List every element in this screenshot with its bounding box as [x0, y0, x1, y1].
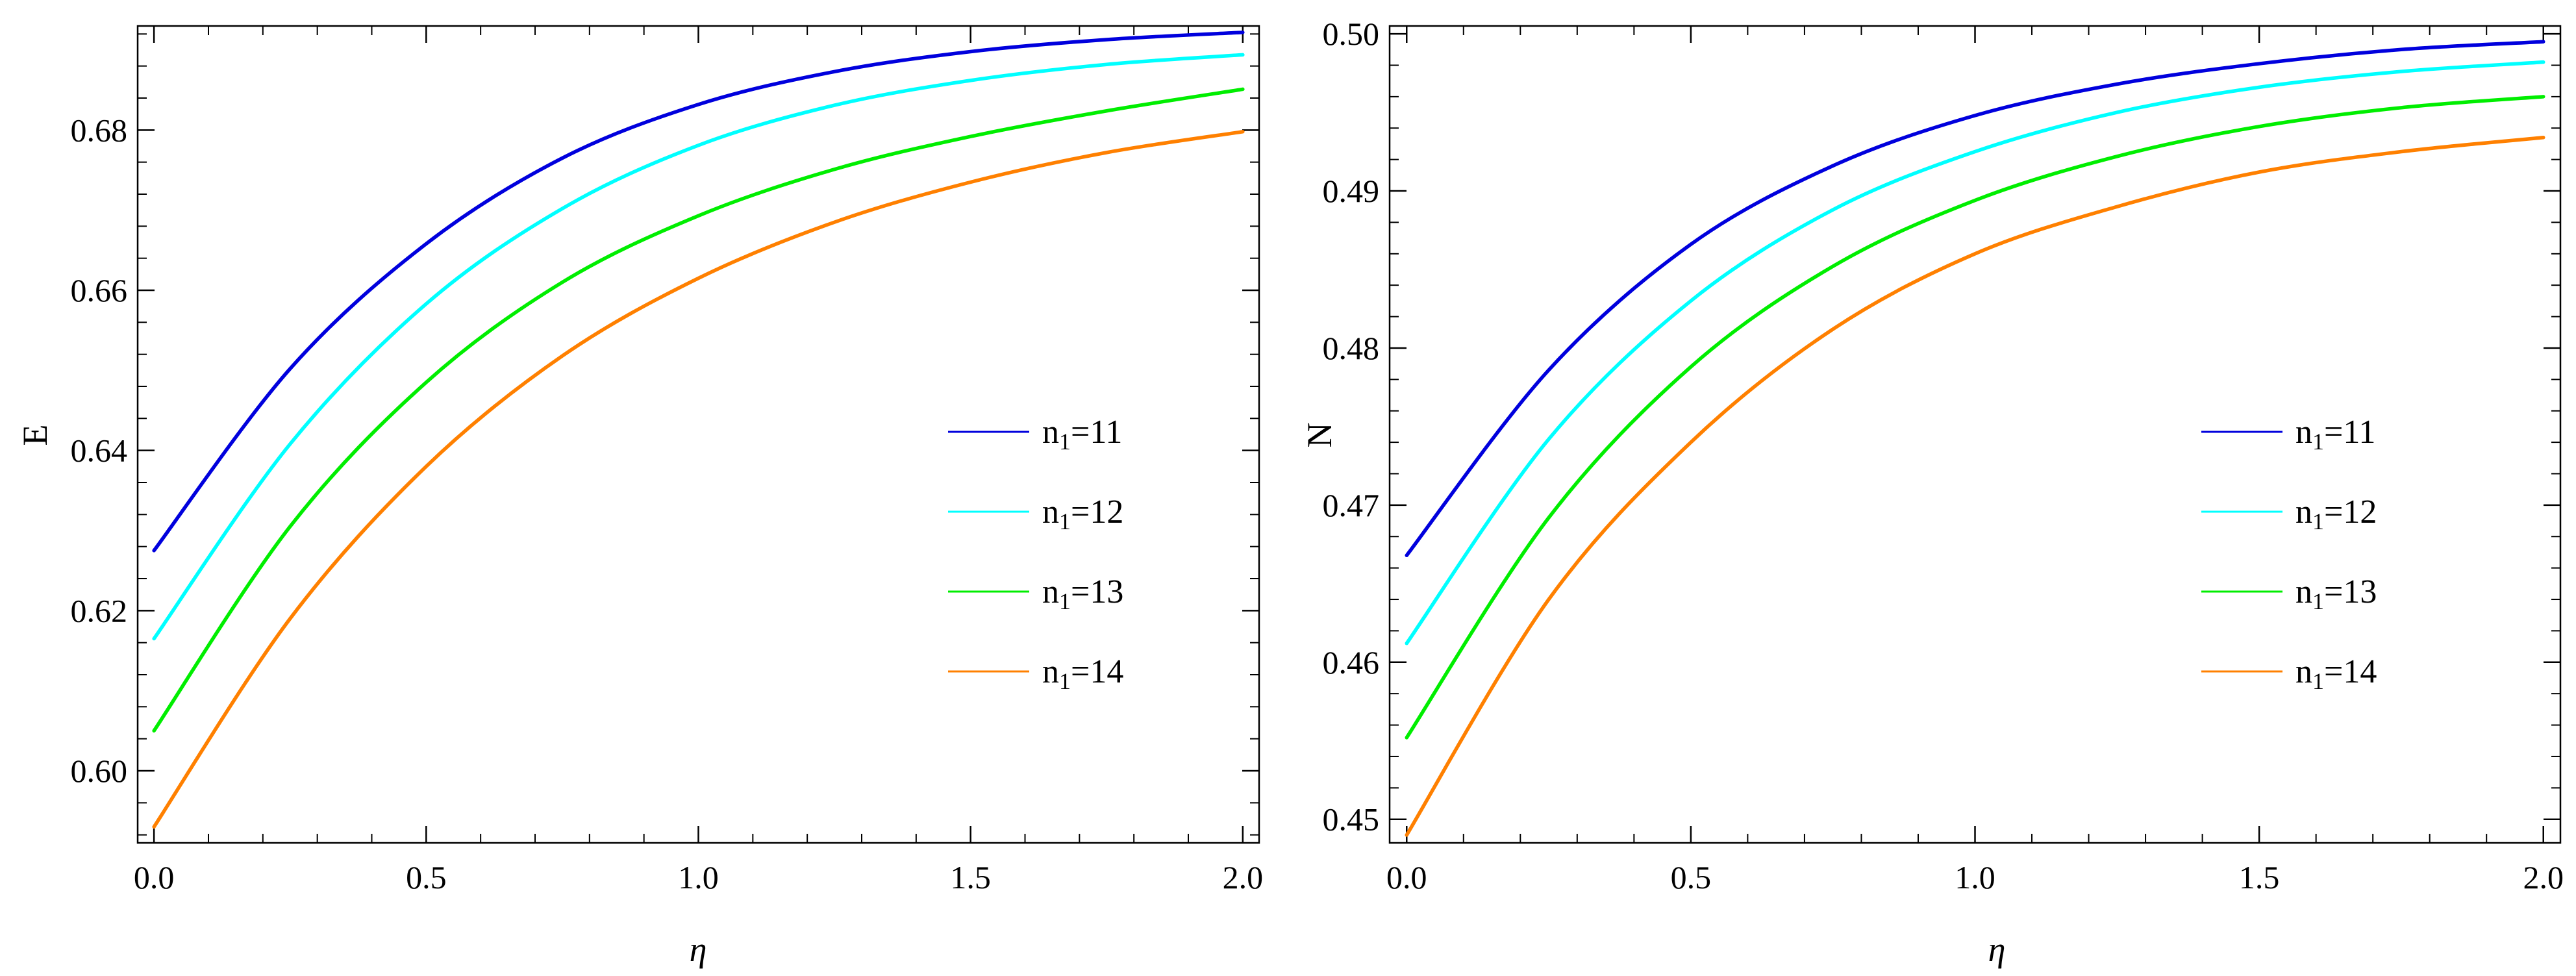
- legend-value: =12: [2324, 494, 2377, 531]
- x-tick-label: 0.0: [1386, 859, 1427, 895]
- legend-label: n1=11: [1042, 414, 1122, 455]
- legend-subscript: 1: [2312, 429, 2324, 455]
- x-tick-label: 2.0: [2523, 859, 2564, 895]
- legend-subscript: 1: [1059, 588, 1071, 614]
- x-tick-label: 1.0: [678, 859, 719, 895]
- series-line-n1-12: [1405, 60, 2545, 645]
- y-tick-label: 0.66: [71, 272, 128, 308]
- x-axis-label: η: [1988, 930, 2006, 969]
- series-line-n1-11: [1405, 40, 2545, 558]
- legend-label: n1=13: [2295, 573, 2377, 614]
- series-line-n1-12: [152, 53, 1245, 641]
- legend-label: n1=14: [1042, 653, 1123, 694]
- legend-value: =11: [1071, 414, 1122, 451]
- legend-subscript: 1: [2312, 588, 2324, 614]
- legend-value: =14: [2324, 653, 2377, 690]
- x-tick-label: 0.5: [406, 859, 447, 895]
- legend-value: =13: [2324, 573, 2377, 610]
- y-tick-label: 0.62: [71, 592, 128, 629]
- legend-label: n1=11: [2295, 414, 2375, 455]
- y-tick-label: 0.64: [71, 432, 128, 469]
- tick-marks: 0.0 0.5 1.0 1.5 2.0 0.60 0.62 0.64 0.66 0.68: [71, 26, 1264, 895]
- y-tick-label: 0.50: [1323, 16, 1380, 52]
- y-axis-label: E: [16, 425, 55, 446]
- legend-label: n1=12: [2295, 494, 2377, 534]
- x-tick-label: 1.5: [950, 859, 991, 895]
- legend-base: n: [2295, 494, 2312, 531]
- legend-value: =12: [1071, 494, 1123, 531]
- legend-subscript: 1: [2312, 668, 2324, 694]
- legend-value: =13: [1071, 573, 1123, 610]
- series-lines: [152, 31, 1245, 829]
- legend-value: =11: [2324, 414, 2375, 451]
- y-tick-label: 0.45: [1323, 801, 1380, 838]
- x-tick-label: 2.0: [1223, 859, 1264, 895]
- legend-base: n: [2295, 573, 2312, 610]
- legend-subscript: 1: [1059, 668, 1071, 694]
- series-line-n1-13: [152, 87, 1245, 733]
- legend-label: n1=14: [2295, 653, 2377, 694]
- plot-frame: [1388, 25, 2562, 844]
- legend-label: n1=13: [1042, 573, 1123, 614]
- x-tick-label: 0.0: [134, 859, 175, 895]
- y-tick-label: 0.49: [1323, 173, 1380, 209]
- series-line-n1-13: [1405, 95, 2545, 740]
- legend-base: n: [1042, 414, 1059, 451]
- series-lines: [1405, 40, 2545, 837]
- series-line-n1-11: [152, 31, 1245, 553]
- chart-panel-n: 0.0 0.5 1.0 1.5 2.00.450.460.470.480.490.50 …: [1300, 16, 2564, 969]
- legend-base: n: [1042, 573, 1059, 610]
- legend-subscript: 1: [1059, 429, 1071, 455]
- y-tick-label: 0.46: [1323, 644, 1380, 681]
- y-axis-label: N: [1300, 423, 1339, 448]
- y-tick-label: 0.47: [1323, 487, 1380, 523]
- series-line-n1-14: [152, 130, 1245, 829]
- x-axis-label: η: [690, 930, 707, 969]
- legend-subscript: 1: [2312, 508, 2324, 534]
- legend-base: n: [1042, 494, 1059, 531]
- y-tick-label: 0.60: [71, 753, 128, 789]
- legend-subscript: 1: [1059, 508, 1071, 534]
- x-tick-label: 1.0: [1955, 859, 1995, 895]
- legend-base: n: [1042, 653, 1059, 690]
- tick-marks: 0.0 0.5 1.0 1.5 2.0 0.45 0.46 0.47 0.48 0.49 0.50: [1323, 16, 2564, 895]
- legend-value: =14: [1071, 653, 1123, 690]
- x-tick-label: 1.5: [2239, 859, 2280, 895]
- legend-base: n: [2295, 414, 2312, 451]
- x-tick-label: 0.5: [1671, 859, 1712, 895]
- legend-label: n1=12: [1042, 494, 1123, 534]
- series-line-n1-14: [1405, 136, 2545, 837]
- legend-base: n: [2295, 653, 2312, 690]
- y-tick-label: 0.68: [71, 112, 128, 148]
- y-tick-label: 0.48: [1323, 330, 1380, 366]
- chart-panel-e: 0.0 0.5 1.0 1.5 2.00.600.620.640.660.68 n1=1…: [16, 25, 1264, 969]
